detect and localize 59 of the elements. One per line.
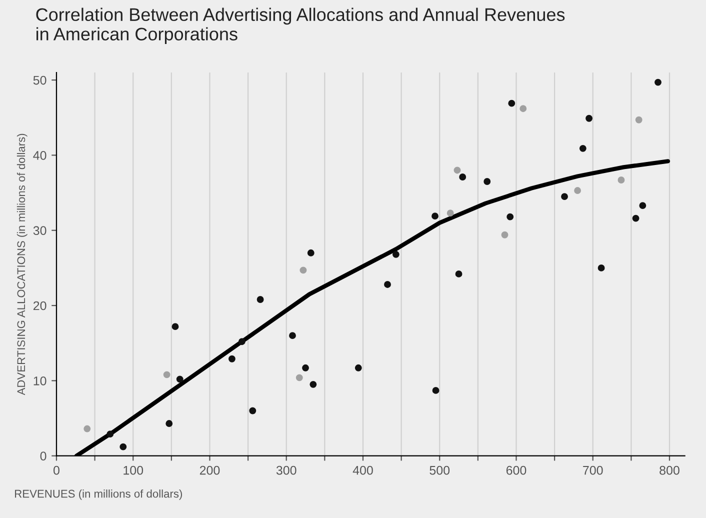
point [586, 114, 593, 122]
y-tick-label: 50 [33, 76, 46, 85]
point [579, 144, 586, 152]
point [454, 166, 461, 174]
x-tick-label: 200 [200, 466, 220, 475]
point [459, 174, 466, 180]
point [120, 443, 127, 450]
point [106, 430, 114, 438]
point [296, 374, 303, 382]
point [639, 202, 646, 210]
x-tick-label: 600 [506, 466, 526, 475]
point [561, 193, 568, 200]
point [654, 78, 662, 86]
point [163, 371, 170, 378]
x-tick-label: 800 [660, 466, 680, 475]
x-tick-label: 400 [352, 466, 373, 475]
point [84, 425, 91, 432]
x-axis-title: REVENUES (in millions of dollars) [15, 490, 182, 500]
y-tick-label: 20 [33, 301, 46, 310]
point [166, 420, 173, 427]
point [432, 212, 438, 220]
point [520, 105, 527, 112]
y-tick-label: 10 [34, 376, 46, 386]
point [508, 100, 516, 107]
point [598, 264, 605, 272]
point [302, 364, 309, 372]
x-tick-label: 100 [124, 466, 144, 475]
point [300, 266, 307, 274]
point [484, 178, 491, 185]
point [176, 376, 184, 383]
point [618, 176, 625, 184]
point [501, 231, 508, 238]
x-tick-label: 700 [583, 466, 603, 475]
point [307, 249, 314, 256]
point [310, 380, 317, 388]
x-tick-label: 300 [276, 466, 296, 475]
chart-title: Correlation Between Advertising Allocations and Annual Revenues in American Corporations [36, 8, 565, 44]
point [432, 386, 440, 394]
point [238, 338, 246, 346]
x-tick-label: 500 [430, 466, 450, 475]
point [392, 250, 400, 258]
y-axis-title: ADVERTISING ALLOCATIONS (in millions of dollars) [16, 134, 28, 396]
point [455, 270, 462, 278]
point [635, 116, 642, 124]
x-tick-label: 0 [53, 466, 60, 475]
point [172, 323, 179, 330]
point [289, 332, 296, 340]
point [506, 213, 514, 220]
point [384, 281, 391, 288]
point [228, 355, 236, 362]
point [256, 296, 264, 303]
point [574, 187, 582, 194]
y-tick-label: 30 [33, 226, 46, 236]
point [446, 210, 454, 217]
y-tick-label: 40 [33, 151, 46, 160]
y-tick-label: 0 [40, 452, 46, 460]
point [354, 364, 362, 372]
point [249, 407, 256, 414]
point [632, 214, 640, 222]
